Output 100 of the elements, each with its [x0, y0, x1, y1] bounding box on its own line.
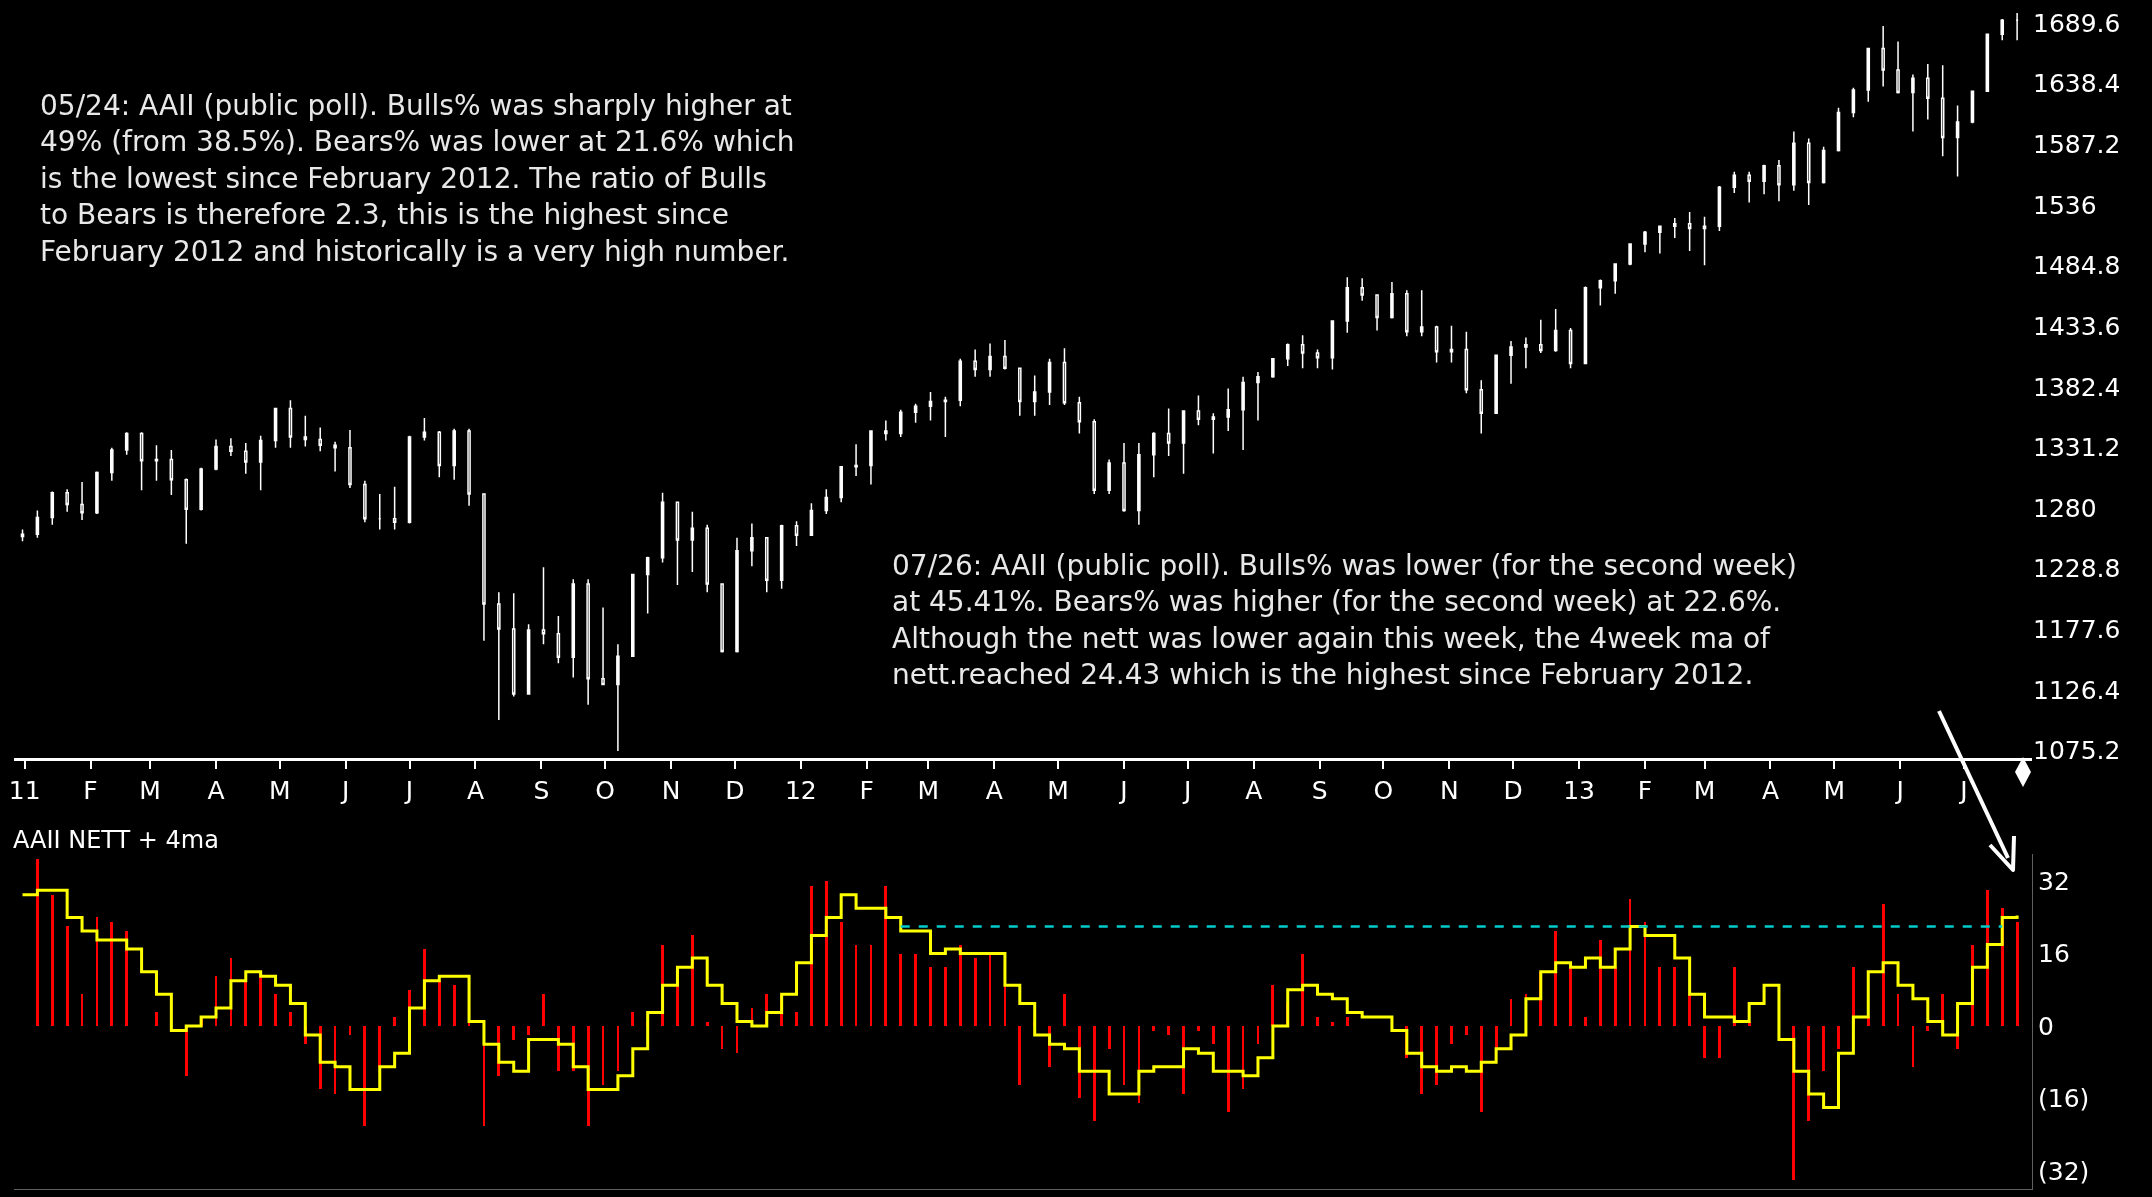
candlestick [50, 490, 55, 526]
candlestick [869, 430, 873, 486]
bar [1837, 1026, 1840, 1049]
bar [839, 921, 843, 1027]
candlestick [1613, 263, 1618, 295]
bar [1197, 1026, 1200, 1031]
y-tick-label: 1382.4 [2033, 372, 2121, 402]
x-tick-label: A [1245, 776, 1263, 805]
x-tick-label: M [1693, 776, 1716, 805]
bar [1331, 1021, 1334, 1027]
x-tick-label: J [1182, 776, 1192, 805]
candlestick [154, 444, 159, 482]
candlestick [1687, 211, 1692, 252]
candlestick [1926, 63, 1930, 121]
bar [378, 1026, 382, 1067]
bar [1688, 994, 1692, 1027]
candlestick [482, 493, 486, 642]
bar [944, 967, 947, 1027]
bar [363, 1026, 367, 1126]
candlestick [973, 348, 977, 378]
candlestick [2000, 18, 2005, 42]
bar [929, 967, 932, 1027]
candlestick [958, 358, 963, 407]
bar [1167, 1026, 1171, 1036]
candlestick [1553, 308, 1558, 353]
bar [2015, 921, 2019, 1027]
candlestick [1345, 276, 1350, 334]
candlestick [1181, 410, 1186, 475]
candlestick [1300, 334, 1305, 370]
y-tick-label: 1433.6 [2033, 311, 2121, 341]
candlestick [1806, 137, 1811, 206]
candlestick [184, 477, 189, 545]
x-tick-label: F [859, 776, 874, 805]
bar [36, 858, 39, 1027]
x-tick-label: S [1311, 776, 1328, 805]
x-tick-label: M [1047, 776, 1069, 805]
candlestick [467, 427, 471, 507]
y-tick-label: 1638.4 [2033, 69, 2121, 99]
bar [899, 953, 903, 1027]
candlestick [541, 566, 546, 646]
candlestick [1285, 342, 1290, 367]
candlestick [1940, 64, 1945, 158]
bar [1464, 1026, 1468, 1036]
candlestick [764, 536, 769, 593]
candlestick [1896, 40, 1900, 95]
candlestick [1018, 367, 1022, 417]
x-tick-label: A [1761, 776, 1779, 805]
candlestick [377, 493, 382, 531]
bar [1107, 1026, 1111, 1049]
bar [289, 1012, 292, 1027]
candlestick [1137, 442, 1141, 526]
bar [274, 994, 277, 1027]
candlestick [1360, 277, 1364, 302]
bar [244, 980, 248, 1027]
x-tick-label: S [533, 776, 550, 805]
bar [1450, 1026, 1453, 1045]
candlestick [794, 520, 799, 547]
bar [155, 1012, 158, 1027]
candlestick [1003, 339, 1007, 371]
candlestick [1211, 412, 1216, 455]
bar [1569, 967, 1572, 1027]
candlestick [363, 480, 367, 524]
candlestick [2015, 12, 2019, 42]
candlestick [95, 470, 99, 515]
candlestick [110, 446, 114, 482]
candlestick [631, 573, 635, 657]
candlestick [675, 501, 680, 586]
bar [65, 926, 69, 1027]
candlestick [1792, 130, 1796, 192]
y-tick-label: 1484.8 [2033, 251, 2121, 281]
candlestick [1241, 375, 1245, 451]
candlestick [645, 555, 650, 615]
bar [437, 980, 441, 1027]
x-tick-label: O [595, 776, 615, 805]
bar [958, 944, 962, 1027]
candlestick [214, 438, 218, 471]
bar [973, 958, 977, 1027]
bar [1718, 1026, 1721, 1058]
y-tick-label: 1280 [2033, 493, 2097, 523]
candlestick [1419, 289, 1424, 338]
candlestick [1747, 170, 1751, 204]
bar [50, 894, 54, 1027]
candlestick [348, 429, 352, 489]
bar [110, 921, 114, 1027]
x-tick-label: 13 [1563, 776, 1595, 805]
bar [705, 1021, 709, 1027]
y-tick-label: 1228.8 [2033, 554, 2121, 584]
candlestick [601, 606, 605, 686]
bar [1018, 1026, 1022, 1085]
x-tick-label: M [269, 776, 291, 805]
candlestick [720, 583, 724, 654]
x-tick-label: D [1503, 776, 1523, 805]
candlestick [1196, 394, 1201, 426]
candlestick [229, 437, 233, 457]
x-tick-label: J [1118, 776, 1128, 805]
candlestick [169, 449, 174, 496]
bar [1345, 1016, 1349, 1027]
y-tick-label: 1177.6 [2033, 615, 2121, 645]
y-tick-label: 32 [2038, 866, 2070, 896]
x-tick-label: D [725, 776, 745, 805]
